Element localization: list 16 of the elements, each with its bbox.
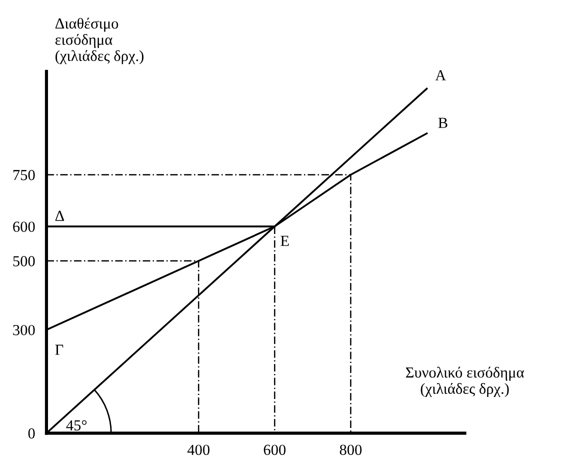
- y-tick-label: 600: [13, 222, 35, 232]
- annotation: 45°: [66, 420, 87, 431]
- y-tick-label: 750: [13, 170, 35, 180]
- annotation: E: [280, 236, 289, 246]
- annotation: A: [435, 70, 446, 80]
- annotation: B: [438, 118, 448, 128]
- x-tick-label: 600: [264, 444, 286, 456]
- annotation: Δ: [55, 210, 64, 221]
- x-axis-title: Συνολικό εισόδημα (χιλιάδες δρχ.): [406, 366, 524, 397]
- y-tick-label: 300: [13, 324, 35, 336]
- annotation: Γ: [55, 344, 64, 355]
- y-axis-title: Διαθέσιμο εισόδημα (χιλιάδες δρχ.): [55, 18, 144, 64]
- y-tick-label: 0: [28, 428, 35, 439]
- x-tick-label: 400: [187, 444, 210, 456]
- x-tick-label: 800: [340, 444, 362, 456]
- y-tick-label: 500: [13, 256, 35, 266]
